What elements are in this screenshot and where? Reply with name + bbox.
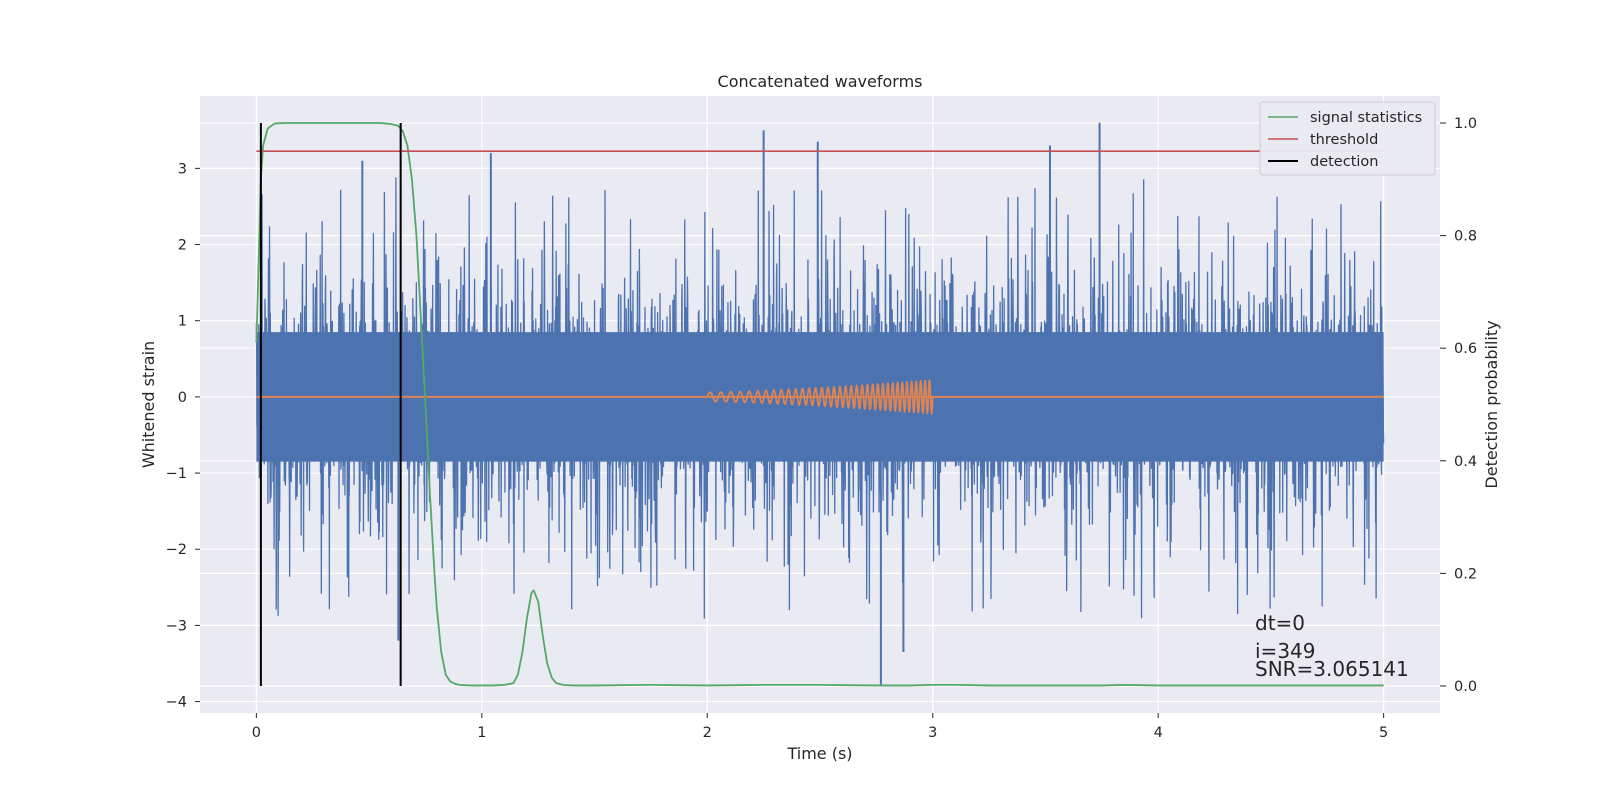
y-axis-left: −4 −3 −2 −1 0 1 2 3 xyxy=(166,161,200,711)
waveform-series xyxy=(256,379,1384,415)
legend-label-threshold: threshold xyxy=(1310,132,1378,148)
y-tick-label: −3 xyxy=(166,618,187,634)
legend-box xyxy=(1259,101,1436,176)
annotation-block: dt=0 i=349 SNR=3.065141 xyxy=(1255,611,1409,681)
legend-label-detection: detection xyxy=(1310,154,1378,170)
annotation-dt: dt=0 xyxy=(1255,611,1305,635)
y-tick-label: 3 xyxy=(178,161,187,177)
legend-label-signal-statistics: signal statistics xyxy=(1310,110,1422,126)
chart-title: Concatenated waveforms xyxy=(718,72,923,91)
y2-tick-label: 0.4 xyxy=(1454,454,1477,470)
y2-tick-label: 0.8 xyxy=(1454,229,1477,245)
strain-trace xyxy=(255,177,1385,619)
x-axis: 0 1 2 3 4 5 xyxy=(252,713,1388,741)
y2-tick-label: 0.2 xyxy=(1454,566,1477,582)
y-tick-label: 2 xyxy=(178,238,187,254)
y-tick-label: −1 xyxy=(166,466,187,482)
y2-tick-label: 0.0 xyxy=(1454,679,1477,695)
y-axis-title: Whitened strain xyxy=(139,341,158,468)
y2-tick-label: 0.6 xyxy=(1454,341,1477,357)
y-tick-label: 0 xyxy=(178,390,187,406)
x-tick-label: 3 xyxy=(928,725,937,741)
y-axis-right: 0.0 0.2 0.4 0.6 0.8 1.0 xyxy=(1440,116,1477,695)
x-tick-label: 2 xyxy=(703,725,712,741)
y2-tick-label: 1.0 xyxy=(1454,116,1477,132)
injected-waveform xyxy=(706,379,934,415)
x-tick-label: 4 xyxy=(1154,725,1163,741)
annotation-snr: SNR=3.065141 xyxy=(1255,657,1409,681)
y-tick-label: 1 xyxy=(178,314,187,330)
legend: signal statistics threshold detection xyxy=(1259,101,1436,176)
statistics-layer xyxy=(255,122,1384,687)
y2-axis-title: Detection probability xyxy=(1482,320,1501,488)
signal-statistics-line xyxy=(255,122,1384,687)
x-tick-label: 0 xyxy=(252,725,261,741)
x-tick-label: 1 xyxy=(477,725,486,741)
y-tick-label: −4 xyxy=(166,695,187,711)
annotation-i: i=349 xyxy=(1255,639,1316,663)
x-axis-title: Time (s) xyxy=(786,744,852,763)
x-tick-label: 5 xyxy=(1379,725,1388,741)
y-tick-label: −2 xyxy=(166,542,187,558)
